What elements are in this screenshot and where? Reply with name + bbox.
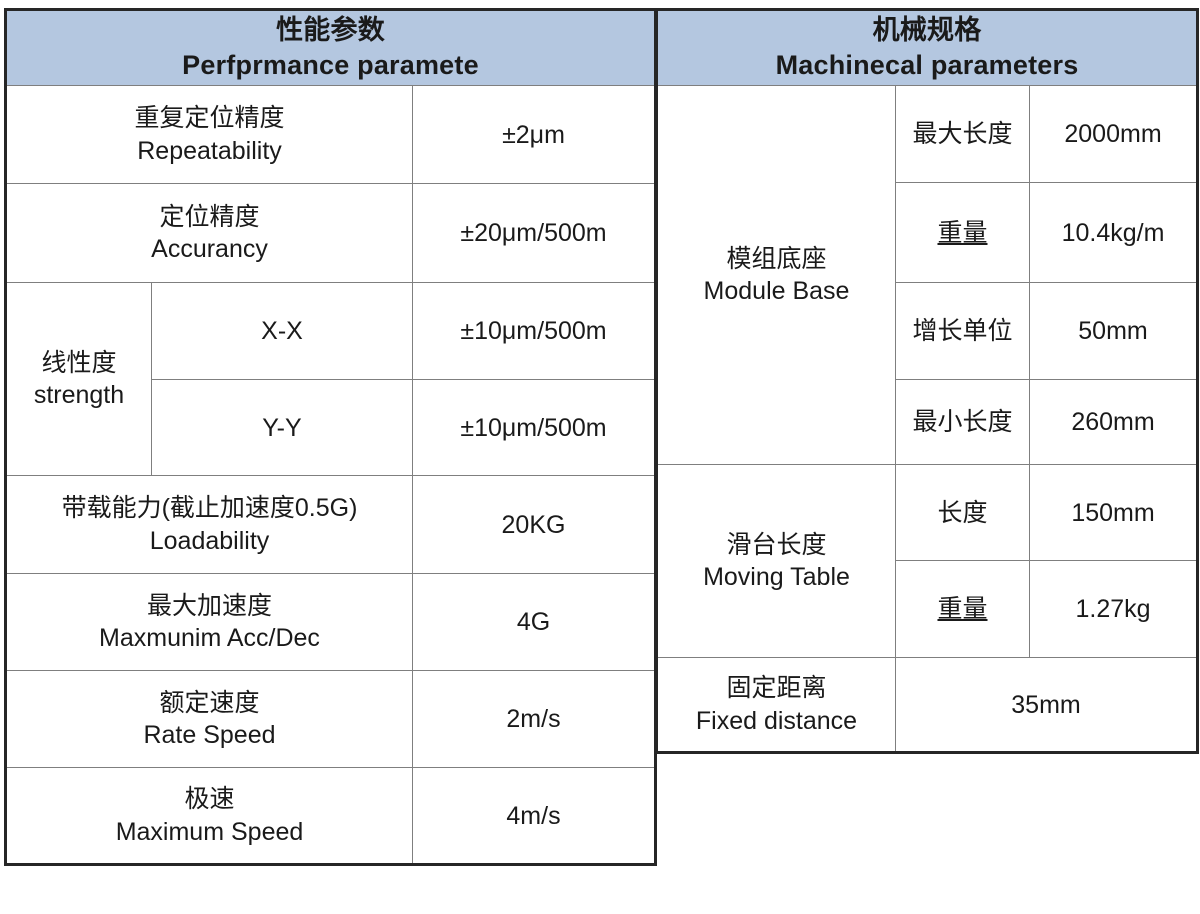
label-en: Module Base — [703, 277, 850, 306]
performance-parameters-table: 性能参数 Perfprmance paramete 重复定位精度 Repeata… — [4, 7, 657, 867]
label-en: Maxmunim Acc/Dec — [99, 624, 320, 653]
table-row: 模组底座 Module Base 最大长度 2000mm — [655, 85, 1200, 466]
performance-header-cell: 性能参数 Perfprmance paramete — [4, 7, 657, 87]
table-header-row: 机械规格 Machinecal parameters — [654, 7, 1200, 87]
table-row: 滑台长度 Moving Table 长度 150mm — [655, 464, 1200, 659]
performance-header-cn: 性能参数 — [276, 15, 385, 45]
row-value-max-acceleration: 4G — [412, 573, 657, 672]
row-value-rate-speed: 2m/s — [412, 670, 657, 769]
label-cn: 定位精度 — [159, 202, 260, 231]
table-row: 额定速度 Rate Speed 2m/s — [4, 670, 657, 769]
label-en: Accurancy — [151, 235, 268, 264]
label-en: strength — [33, 381, 125, 410]
row-value-fixed-distance: 35mm — [894, 657, 1200, 755]
sub-label-y-axis: Y-Y — [151, 379, 413, 477]
row-label-maximum-speed: 极速 Maximum Speed — [4, 767, 413, 867]
row-label-accuracy: 定位精度 Accurancy — [4, 183, 413, 284]
mechanical-header-cn: 机械规格 — [872, 15, 982, 45]
row-value-loadability: 20KG — [412, 475, 657, 575]
performance-header-en: Perfprmance paramete — [182, 50, 479, 81]
row-label-rate-speed: 额定速度 Rate Speed — [4, 670, 413, 769]
row-label-max-acceleration: 最大加速度 Maxmunim Acc/Dec — [4, 573, 413, 672]
label-cn: 带载能力(截止加速度0.5G) — [61, 494, 358, 523]
group-label-moving-table: 滑台长度 Moving Table — [655, 464, 896, 659]
row-value-linearity-y: ±10μm/500m — [412, 379, 657, 477]
row-label-linearity: 线性度 strength — [4, 282, 152, 477]
sub-label-min-length: 最小长度 — [895, 379, 1030, 466]
label-en: Fixed distance — [695, 706, 858, 735]
row-value-linearity-x: ±10μm/500m — [412, 282, 657, 381]
row-label-repeatability: 重复定位精度 Repeatability — [4, 85, 413, 185]
label-cn: 滑台长度 — [726, 530, 827, 559]
table-row: 极速 Maximum Speed 4m/s — [4, 767, 657, 867]
label-en: Loadability — [149, 526, 270, 555]
row-value-repeatability: ±2μm — [412, 85, 657, 185]
table-row: 线性度 strength X-X ±10μm/500m — [4, 282, 657, 477]
sub-label-base-weight: 重量 — [895, 182, 1030, 284]
row-value-max-length: 2000mm — [1028, 85, 1200, 184]
table-row: Y-Y ±10μm/500m — [6, 379, 657, 477]
sub-label-x-axis: X-X — [151, 282, 413, 381]
label-en: Rate Speed — [143, 721, 276, 750]
row-value-table-length: 150mm — [1028, 464, 1200, 562]
table-header-row: 性能参数 Perfprmance paramete — [4, 7, 657, 87]
label-en: Repeatability — [137, 136, 282, 165]
row-value-base-weight: 10.4kg/m — [1028, 182, 1200, 284]
row-label-loadability: 带载能力(截止加速度0.5G) Loadability — [4, 475, 413, 575]
mechanical-header-cell: 机械规格 Machinecal parameters — [654, 7, 1200, 87]
row-value-accuracy: ±20μm/500m — [412, 183, 657, 284]
table-row: 定位精度 Accurancy ±20μm/500m — [4, 183, 657, 284]
label-cn: 线性度 — [41, 348, 117, 377]
label-cn: 最大加速度 — [146, 591, 272, 620]
row-value-table-weight: 1.27kg — [1028, 560, 1200, 659]
sub-label-max-length: 最大长度 — [895, 85, 1030, 184]
sub-label-table-weight: 重量 — [895, 560, 1030, 659]
group-label-module-base: 模组底座 Module Base — [655, 85, 896, 466]
label-cn: 极速 — [184, 785, 235, 814]
label-en: Moving Table — [703, 563, 850, 592]
table-row: 重量 1.27kg — [657, 560, 1200, 659]
mechanical-parameters-table: 机械规格 Machinecal parameters 模组底座 Module B… — [654, 7, 1200, 755]
label-cn: 额定速度 — [159, 688, 260, 717]
table-row: 固定距离 Fixed distance 35mm — [655, 657, 1200, 755]
row-value-min-length: 260mm — [1028, 379, 1200, 466]
sub-label-growth-unit: 增长单位 — [895, 282, 1030, 381]
table-row: 带载能力(截止加速度0.5G) Loadability 20KG — [4, 475, 657, 575]
mechanical-header-en: Machinecal parameters — [775, 50, 1079, 81]
table-row: 增长单位 50mm — [657, 282, 1200, 381]
row-value-growth-unit: 50mm — [1028, 282, 1200, 381]
table-row: 重复定位精度 Repeatability ±2μm — [4, 85, 657, 185]
row-label-fixed-distance: 固定距离 Fixed distance — [655, 657, 896, 755]
label-cn: 重复定位精度 — [134, 104, 285, 133]
label-cn: 固定距离 — [726, 674, 827, 703]
table-row: 最大加速度 Maxmunim Acc/Dec 4G — [4, 573, 657, 672]
sub-label-table-length: 长度 — [895, 464, 1030, 562]
row-value-maximum-speed: 4m/s — [412, 767, 657, 867]
label-cn: 模组底座 — [726, 244, 827, 273]
label-en: Maximum Speed — [115, 817, 304, 846]
